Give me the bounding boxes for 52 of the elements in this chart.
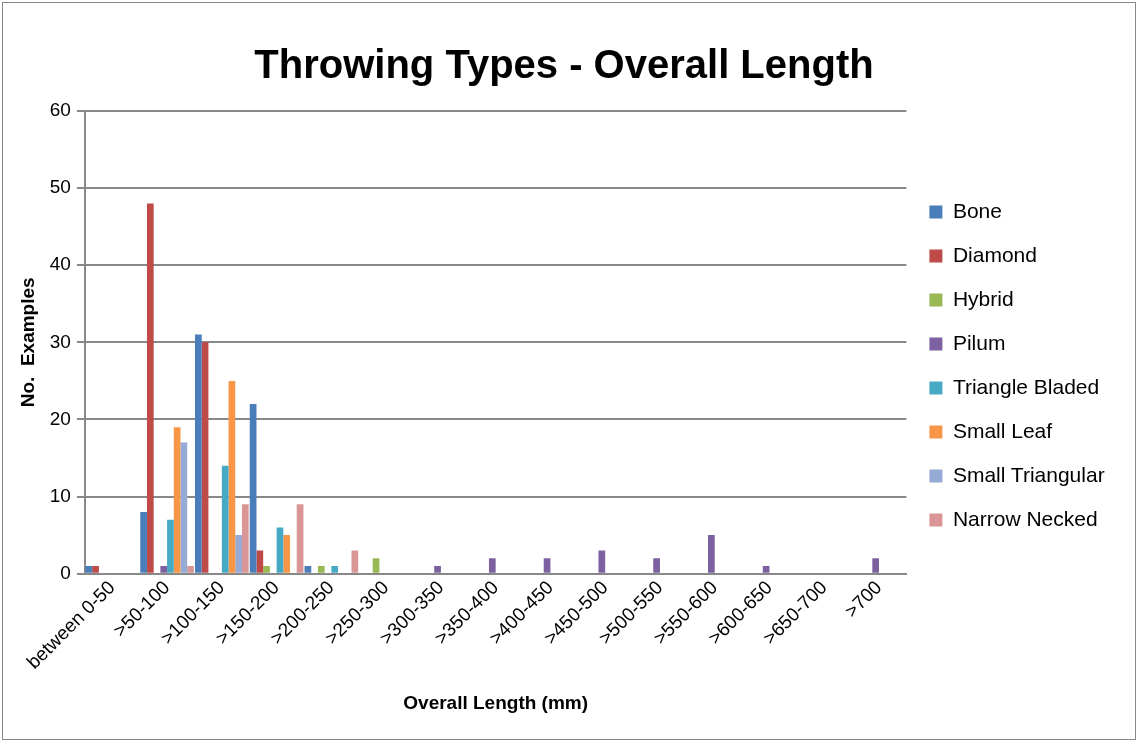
bar [276,527,284,573]
bar [201,342,209,573]
bar [187,565,194,573]
legend-label: Bone [952,198,1002,222]
bar [762,565,770,573]
bar [372,558,380,573]
legend-label: Small Triangular [952,462,1105,486]
y-tick-label: 40 [49,253,71,275]
legend-label: Pilum [952,330,1006,354]
bar [92,565,99,573]
bar [331,565,339,573]
bar [173,427,181,573]
legend-label: Hybrid [952,286,1014,310]
bar [228,380,236,573]
bar [296,504,304,573]
bar [160,565,168,573]
legend-label: Small Leaf [952,418,1053,442]
bar [283,535,291,573]
bar [488,558,496,573]
bar [140,511,147,573]
bar [195,334,202,573]
bar [249,404,257,573]
bar [708,535,715,573]
legend-label: Triangle Bladed [952,374,1100,398]
y-tick-label: 0 [60,561,71,583]
bar [304,565,312,573]
bar [235,535,242,573]
y-tick-label: 60 [49,99,71,121]
y-tick-label: 10 [49,484,71,506]
bar [351,550,359,573]
y-tick-label: 50 [49,176,71,198]
bar [180,442,188,573]
bar [256,550,264,573]
legend-label: Diamond [952,242,1037,266]
bar [598,550,606,573]
x-axis-title: Overall Length (mm) [403,691,589,713]
bar [872,558,880,573]
bar [241,504,249,573]
bar [146,203,154,573]
bar [653,558,660,573]
legend-label: Narrow Necked [952,506,1098,530]
bar [317,565,325,573]
bar [221,465,229,573]
chart-title: Throwing Types - Overall Length [254,42,874,87]
y-tick-label: 30 [49,330,71,352]
bar [434,565,441,573]
bar [543,558,551,573]
y-axis-title: No. Examples [16,277,38,408]
bar [167,519,174,573]
y-tick-label: 20 [49,407,71,429]
bar [85,565,93,573]
bar [263,565,270,573]
